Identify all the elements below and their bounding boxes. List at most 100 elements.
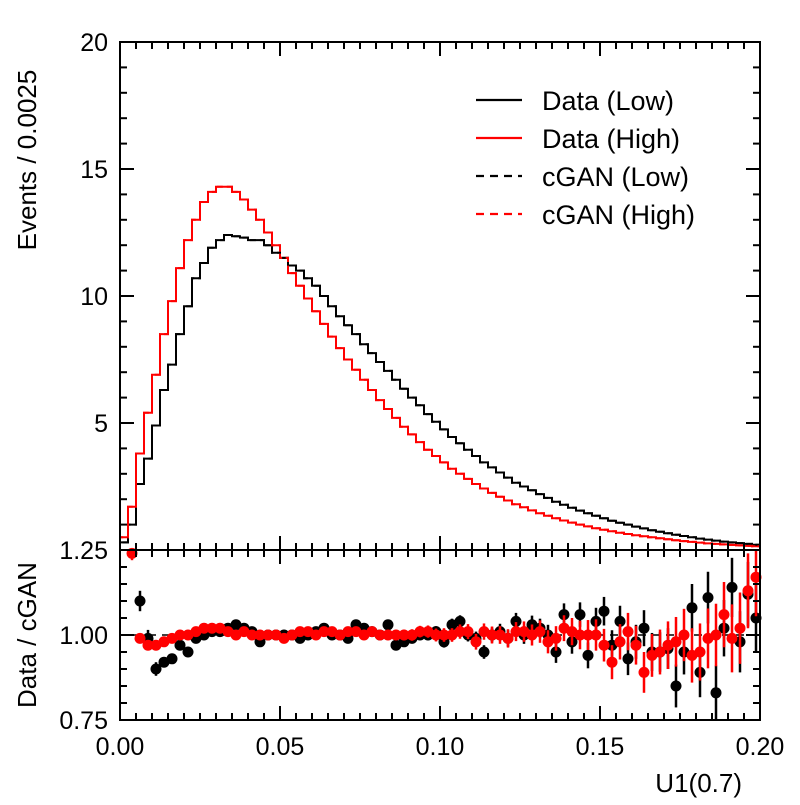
ratio-point-high	[670, 636, 682, 648]
legend-label: cGAN (High)	[542, 200, 695, 230]
main-curves	[119, 185, 760, 550]
ratio-point-low	[702, 592, 714, 604]
series-line-cgan-low	[119, 234, 760, 550]
ratio-point-high	[510, 626, 522, 638]
ratio-point-high	[374, 629, 386, 641]
ratio-y-tick-label: 1.25	[59, 537, 108, 565]
main-ticks: 5 10 15 20	[80, 29, 760, 550]
ratio-point-high	[318, 626, 330, 638]
ratio-point-low	[582, 649, 594, 661]
ratio-point-high	[678, 629, 690, 641]
ratio-point-low	[174, 639, 186, 651]
ratio-point-high	[486, 629, 498, 641]
ratio-point-high	[606, 656, 618, 668]
ratio-point-high	[382, 629, 394, 641]
ratio-point-high	[134, 632, 146, 644]
ratio-point-high	[398, 629, 410, 641]
ratio-point-high	[710, 629, 722, 641]
ratio-point-high	[262, 629, 274, 641]
ratio-point-high	[654, 646, 666, 658]
ratio-point-high	[574, 629, 586, 641]
ratio-point-high	[470, 636, 482, 648]
ratio-point-high	[430, 629, 442, 641]
ratio-point-high	[414, 626, 426, 638]
legend-label: Data (High)	[542, 124, 680, 154]
ratio-point-high	[590, 629, 602, 641]
ratio-y-axis-title: Data / cGAN	[12, 562, 42, 708]
ratio-y-tick-label: 0.75	[59, 707, 108, 735]
ratio-point-low	[574, 609, 586, 621]
ratio-point-high	[454, 626, 466, 638]
x-tick-label: 0.20	[736, 733, 785, 761]
ratio-point-high	[726, 632, 738, 644]
ratio-point-high	[246, 629, 258, 641]
ratio-point-high	[206, 622, 218, 634]
main-y-tick-label: 15	[80, 156, 108, 184]
ratio-point-low	[638, 622, 650, 634]
main-y-tick-label: 20	[80, 29, 108, 57]
ratio-point-low	[478, 646, 490, 658]
ratio-point-high	[622, 626, 634, 638]
ratio-point-high	[614, 636, 626, 648]
x-tick-label: 0.15	[576, 733, 625, 761]
x-tick-label: 0.00	[96, 733, 145, 761]
ratio-ticks: 0.75 1.00 1.25 0.00 0.05 0.10 0.15 0.20	[59, 537, 784, 761]
ratio-point-low	[150, 663, 162, 675]
ratio-point-high	[294, 626, 306, 638]
ratio-point-low	[622, 653, 634, 665]
main-y-axis-title: Events / 0.0025	[12, 70, 42, 251]
ratio-point-high	[462, 626, 474, 638]
ratio-point-low	[726, 581, 738, 593]
ratio-point-low	[382, 619, 394, 631]
series-line-data-low	[119, 234, 760, 550]
ratio-point-low	[670, 680, 682, 692]
main-y-tick-label: 5	[94, 410, 108, 438]
ratio-point-low	[454, 615, 466, 627]
ratio-point-high	[742, 585, 754, 597]
main-y-tick-label: 10	[80, 283, 108, 311]
ratio-point-high	[630, 639, 642, 651]
ratio-point-high	[174, 629, 186, 641]
ratio-y-tick-label: 1.00	[59, 622, 108, 650]
ratio-point-high	[390, 629, 402, 641]
ratio-point-low	[558, 609, 570, 621]
ratio-point-high	[142, 639, 154, 651]
legend: Data (Low) Data (High) cGAN (Low) cGAN (Hig…	[476, 86, 695, 230]
ratio-point-high	[342, 626, 354, 638]
ratio-points	[120, 547, 762, 720]
ratio-point-high	[438, 629, 450, 641]
main-plot-frame	[119, 41, 761, 551]
ratio-point-high	[198, 622, 210, 634]
ratio-point-low	[614, 615, 626, 627]
ratio-point-high	[254, 629, 266, 641]
ratio-panel: 0.75 1.00 1.25 0.00 0.05 0.10 0.15 0.20 Data / …	[12, 537, 784, 798]
ratio-point-high	[598, 639, 610, 651]
ratio-point-low	[182, 646, 194, 658]
legend-label: Data (Low)	[542, 86, 674, 116]
legend-label: cGAN (Low)	[542, 162, 689, 192]
series-line-cgan-high	[119, 185, 760, 550]
ratio-point-high	[534, 626, 546, 638]
ratio-point-high	[582, 629, 594, 641]
ratio-point-low	[166, 653, 178, 665]
ratio-point-high	[550, 632, 562, 644]
ratio-point-high	[734, 622, 746, 634]
ratio-point-low	[686, 602, 698, 614]
x-axis-title: U1(0.7)	[655, 768, 742, 798]
ratio-point-high	[718, 609, 730, 621]
ratio-point-high	[694, 646, 706, 658]
ratio-point-low	[598, 605, 610, 617]
x-tick-label: 0.05	[256, 733, 305, 761]
x-tick-label: 0.10	[416, 733, 465, 761]
ratio-plot-frame	[119, 549, 761, 721]
ratio-point-high	[750, 571, 762, 583]
ratio-point-high	[638, 666, 650, 678]
ratio-point-low	[550, 646, 562, 658]
ratio-point-high	[502, 632, 514, 644]
ratio-point-low	[134, 595, 146, 607]
ratio-point-low	[510, 615, 522, 627]
ratio-point-low	[710, 687, 722, 699]
